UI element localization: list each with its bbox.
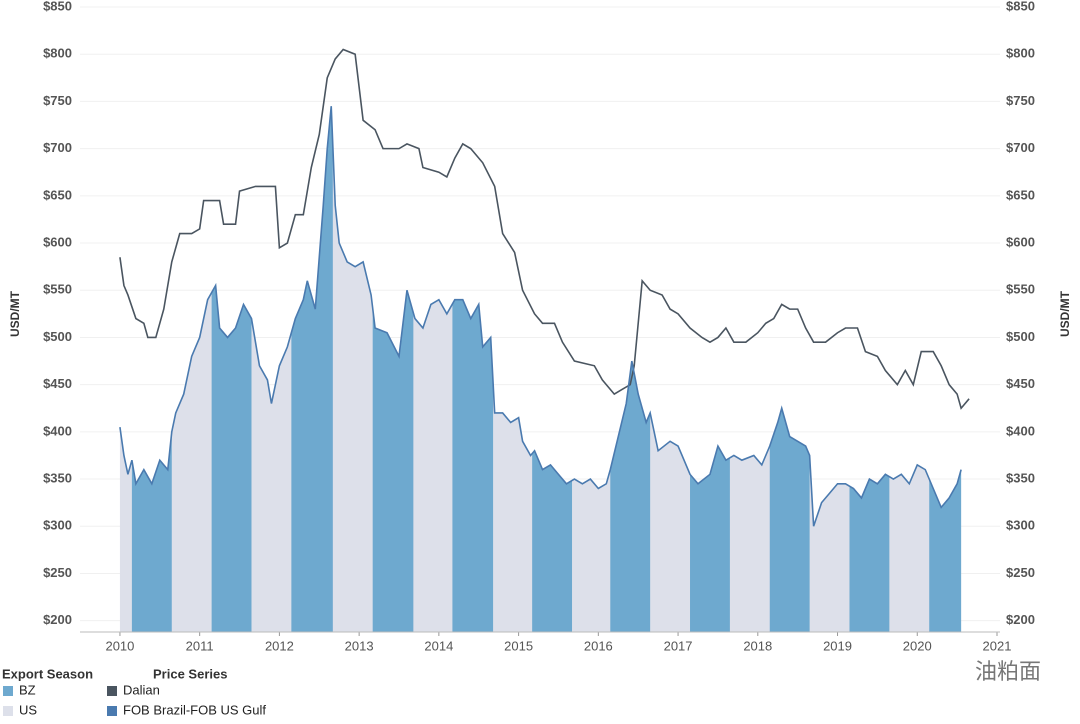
x-tick-label: 2011 (186, 638, 214, 653)
x-tick-label: 2010 (105, 638, 134, 653)
x-tick-label: 2017 (664, 638, 693, 653)
legend-swatch (3, 686, 13, 696)
x-tick-label: 2014 (424, 638, 453, 653)
y-tick-label: $300 (43, 518, 72, 533)
y-tick-label: $700 (43, 140, 72, 155)
y2-tick-label: $300 (1006, 518, 1035, 533)
y2-axis-label: USD/MT (1058, 290, 1072, 337)
y-tick-label: $500 (43, 329, 72, 344)
bz-season-area (849, 474, 890, 632)
y-tick-label: $600 (43, 234, 72, 249)
y2-tick-label: $500 (1006, 329, 1035, 344)
x-tick-label: 2013 (345, 638, 374, 653)
legend-swatch (3, 706, 13, 716)
y2-tick-label: $850 (1006, 0, 1035, 13)
y-tick-label: $350 (43, 470, 72, 485)
y-tick-label: $650 (43, 187, 72, 202)
bz-season-area (610, 361, 651, 632)
x-tick-label: 2018 (743, 638, 772, 653)
legend-swatch (107, 706, 117, 716)
y-tick-label: $750 (43, 93, 72, 108)
series-line (119, 106, 962, 527)
y2-tick-label: $550 (1006, 282, 1035, 297)
bz-season-area (929, 469, 962, 632)
series-line (119, 48, 970, 410)
x-tick-label: 2019 (823, 638, 852, 653)
y2-tick-label: $350 (1006, 470, 1035, 485)
y-tick-label: $850 (43, 0, 72, 13)
y2-tick-label: $750 (1006, 93, 1035, 108)
legend-title: Price Series (153, 666, 227, 681)
y2-tick-label: $800 (1006, 46, 1035, 61)
y2-tick-label: $450 (1006, 376, 1035, 391)
y-tick-label: $800 (43, 46, 72, 61)
bz-season-area (452, 299, 494, 632)
legend-label: BZ (19, 682, 36, 697)
y-axis-label: USD/MT (8, 290, 22, 337)
y2-tick-label: $250 (1006, 565, 1035, 580)
bz-season-area (131, 431, 172, 632)
plot-background (80, 6, 1000, 633)
x-tick-label: 2021 (983, 638, 1012, 653)
plot-lines (119, 48, 970, 527)
legend-title: Export Season (2, 666, 93, 681)
y2-tick-label: $600 (1006, 234, 1035, 249)
y-tick-label: $450 (43, 376, 72, 391)
bz-season-area (532, 450, 573, 632)
x-tick-label: 2020 (903, 638, 932, 653)
y-tick-label: $200 (43, 612, 72, 627)
y2-tick-label: $200 (1006, 612, 1035, 627)
legend-label: US (19, 702, 37, 717)
x-tick-label: 2015 (504, 638, 533, 653)
bz-season-area (211, 285, 252, 632)
watermark: 油粕面 (975, 659, 1041, 684)
x-tick-label: 2012 (265, 638, 294, 653)
y2-tick-label: $400 (1006, 423, 1035, 438)
y-tick-label: $550 (43, 282, 72, 297)
legend-swatch (107, 686, 117, 696)
bz-season-area (690, 446, 730, 632)
y2-tick-label: $650 (1006, 187, 1035, 202)
y2-tick-label: $700 (1006, 140, 1035, 155)
y-tick-label: $400 (43, 423, 72, 438)
bz-season-area (291, 106, 333, 633)
legend-label: FOB Brazil-FOB US Gulf (123, 702, 266, 717)
bz-season-area (372, 290, 414, 632)
legend-label: Dalian (123, 682, 160, 697)
y-tick-label: $250 (43, 565, 72, 580)
bz-season-area (769, 408, 810, 632)
x-tick-label: 2016 (584, 638, 613, 653)
